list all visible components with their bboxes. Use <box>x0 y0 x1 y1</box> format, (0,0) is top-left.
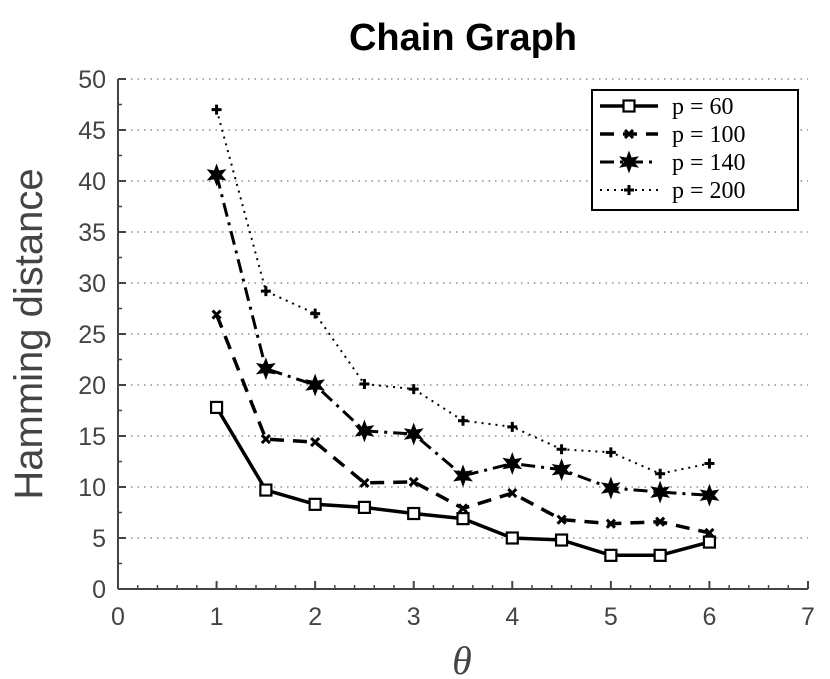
data-point <box>699 483 720 507</box>
series-2 <box>211 309 715 538</box>
y-axis-label: Hamming distance <box>7 168 51 499</box>
data-point <box>502 452 523 475</box>
data-point <box>600 476 621 500</box>
data-point <box>605 447 616 458</box>
data-point <box>604 548 618 562</box>
y-tick-label: 45 <box>78 117 106 145</box>
data-point <box>206 163 227 187</box>
y-tick-label: 30 <box>78 270 106 298</box>
data-point <box>457 503 469 514</box>
data-point <box>704 458 715 469</box>
legend-marker <box>624 185 634 195</box>
data-point <box>408 476 419 487</box>
x-tick-label: 2 <box>308 603 322 631</box>
data-point <box>453 464 473 488</box>
data-point <box>310 308 321 319</box>
x-tick-label: 7 <box>801 603 815 631</box>
series-line <box>215 174 710 497</box>
y-tick-label: 10 <box>78 474 106 502</box>
legend-label: p = 100 <box>672 122 746 148</box>
series-1 <box>209 400 717 562</box>
data-point <box>507 421 518 432</box>
y-tick-label: 5 <box>92 525 106 553</box>
data-point <box>407 506 421 521</box>
data-point <box>704 527 715 538</box>
x-tick-label: 4 <box>505 603 519 631</box>
legend-label: p = 140 <box>672 150 746 176</box>
data-point <box>556 514 567 525</box>
data-point <box>554 533 569 547</box>
chart-title: Chain Graph <box>349 17 577 59</box>
data-point <box>650 480 671 504</box>
legend-marker <box>619 150 639 174</box>
data-point <box>209 400 224 415</box>
data-point <box>655 468 666 479</box>
y-tick-label: 25 <box>78 321 106 349</box>
legend-label: p = 200 <box>672 178 746 204</box>
data-point <box>505 531 519 545</box>
x-tick-label: 3 <box>407 603 421 631</box>
y-tick-label: 15 <box>78 423 106 451</box>
legend-marker <box>623 128 635 140</box>
data-point <box>403 422 424 446</box>
data-point <box>255 357 276 381</box>
data-point <box>408 384 419 395</box>
legend-label: p = 60 <box>672 94 734 120</box>
y-tick-label: 50 <box>78 66 106 94</box>
data-point <box>551 458 572 482</box>
data-point <box>456 512 470 526</box>
y-tick-label: 40 <box>78 168 106 196</box>
data-point <box>211 309 222 320</box>
data-point <box>653 548 667 562</box>
data-point <box>605 518 616 529</box>
data-point <box>507 488 518 499</box>
data-point <box>354 419 375 443</box>
x-tick-label: 6 <box>702 603 716 631</box>
series-line <box>215 109 710 475</box>
y-tick-label: 35 <box>78 219 106 247</box>
data-point <box>305 373 326 397</box>
series-3 <box>206 163 720 507</box>
data-point <box>308 497 322 511</box>
data-point <box>357 500 372 514</box>
data-point <box>655 516 666 527</box>
legend-marker <box>622 99 636 113</box>
x-tick-label: 1 <box>210 603 224 631</box>
data-point <box>702 535 717 549</box>
data-point <box>458 415 468 426</box>
data-point <box>259 483 273 497</box>
y-tick-label: 0 <box>92 576 106 604</box>
y-tick-label: 20 <box>78 372 106 400</box>
data-point <box>359 378 370 389</box>
x-tick-label: 0 <box>111 603 125 631</box>
data-point <box>260 433 271 445</box>
data-point <box>310 437 321 448</box>
x-axis-label: θ <box>452 638 472 679</box>
data-point <box>359 477 370 488</box>
data-point <box>260 286 271 297</box>
data-point <box>211 104 222 115</box>
data-point <box>556 444 567 455</box>
series-4 <box>211 104 715 479</box>
x-tick-label: 5 <box>604 603 618 631</box>
